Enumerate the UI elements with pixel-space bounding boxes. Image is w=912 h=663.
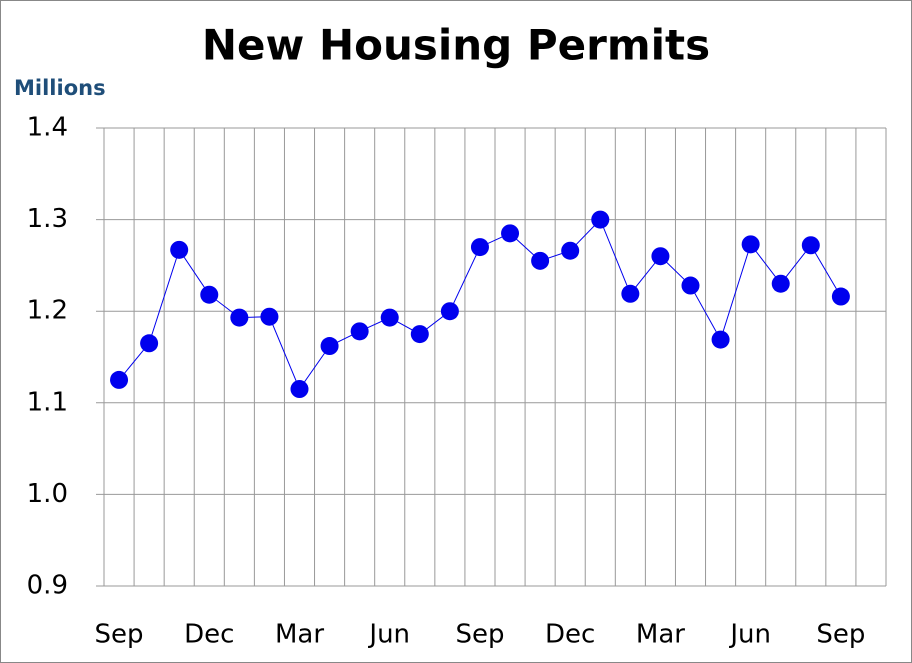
data-point — [410, 325, 429, 344]
data-point — [741, 235, 760, 254]
data-point — [440, 302, 459, 321]
y-tick-label: 1.0 — [27, 479, 68, 509]
chart-title: New Housing Permits — [202, 21, 710, 70]
y-tick-label: 1.1 — [27, 387, 68, 417]
data-point — [681, 276, 700, 295]
data-point — [771, 274, 790, 293]
x-tick-label: Sep — [455, 620, 504, 650]
data-point — [170, 240, 189, 259]
data-point — [140, 334, 159, 353]
data-point — [651, 247, 670, 266]
data-point — [110, 370, 129, 389]
data-point — [501, 224, 520, 243]
data-point — [350, 322, 369, 341]
data-point — [380, 308, 399, 327]
y-tick-label: 1.3 — [27, 204, 68, 234]
x-tick-label: Dec — [545, 620, 595, 650]
data-point — [200, 285, 219, 304]
data-point — [531, 251, 550, 270]
x-tick-label: Jun — [728, 620, 771, 650]
y-axis-label: Millions — [14, 76, 106, 100]
data-point — [470, 238, 489, 257]
data-point — [591, 210, 610, 229]
data-point — [290, 380, 309, 399]
y-tick-label: 1.2 — [27, 296, 68, 326]
y-tick-label: 1.4 — [27, 113, 68, 143]
data-point — [621, 284, 640, 303]
x-tick-label: Mar — [636, 620, 685, 650]
x-tick-label: Dec — [184, 620, 234, 650]
x-tick-label: Mar — [275, 620, 324, 650]
x-tick-label: Jun — [367, 620, 410, 650]
x-tick-label: Sep — [816, 620, 865, 650]
x-tick-label: Sep — [95, 620, 144, 650]
data-point — [711, 330, 730, 349]
data-point — [230, 308, 249, 327]
data-point — [801, 236, 820, 255]
data-point — [831, 287, 850, 306]
data-point — [260, 307, 279, 326]
data-point — [561, 241, 580, 260]
y-tick-label: 0.9 — [27, 571, 68, 601]
data-point — [320, 337, 339, 356]
